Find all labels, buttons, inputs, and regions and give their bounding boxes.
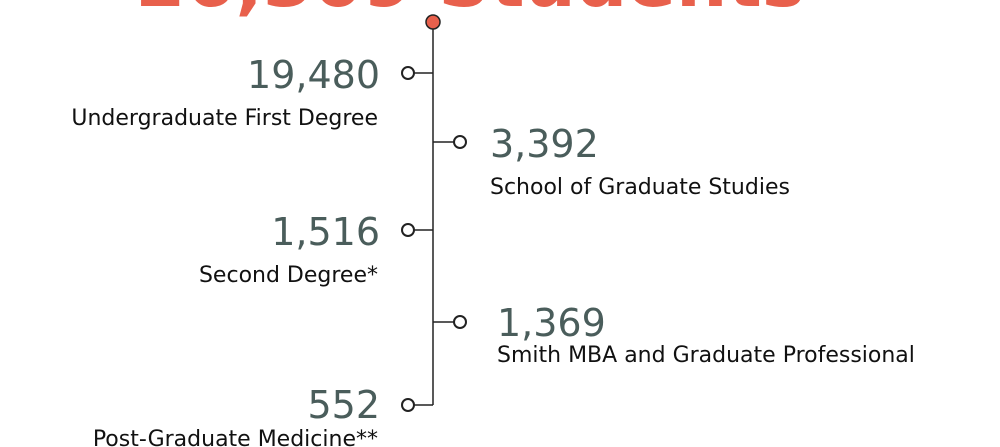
item-label: School of Graduate Studies	[490, 175, 790, 200]
item-value: 552	[307, 383, 380, 427]
top-dot	[425, 14, 441, 30]
item-label: Undergraduate First Degree	[71, 106, 378, 131]
title: 26,309 Students	[135, 0, 804, 23]
node	[401, 223, 415, 237]
item-value: 3,392	[490, 122, 599, 166]
node	[401, 66, 415, 80]
item-label: Second Degree*	[199, 263, 378, 288]
item-value: 1,369	[497, 301, 606, 345]
items: 19,480 Undergraduate First Degree 3,392 Sch…	[71, 53, 915, 447]
item-label: Post-Graduate Medicine**	[93, 427, 378, 447]
item-value: 1,516	[271, 210, 380, 254]
item-label: Smith MBA and Graduate Professional	[497, 343, 915, 368]
node	[401, 398, 415, 412]
node	[453, 135, 467, 149]
item-value: 19,480	[247, 53, 380, 97]
node	[453, 315, 467, 329]
